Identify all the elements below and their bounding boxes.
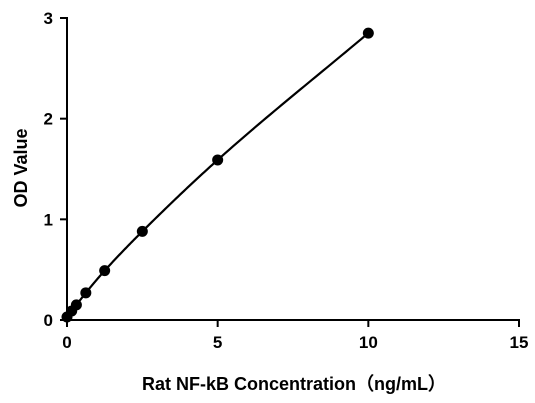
y-axis-title: OD Value xyxy=(11,128,31,207)
y-tick-label: 3 xyxy=(44,9,53,28)
data-point xyxy=(80,287,92,299)
x-tick-label: 10 xyxy=(359,333,378,352)
fit-curve-layer xyxy=(66,32,370,318)
y-tick-label: 0 xyxy=(44,311,53,330)
data-point xyxy=(70,299,82,311)
axes: 0 5 10 15 0 1 2 3 xyxy=(44,9,529,352)
x-axis-title: Rat NF-kB Concentration（ng/mL） xyxy=(142,374,446,394)
x-tick-label: 0 xyxy=(62,333,71,352)
data-point xyxy=(136,225,148,237)
data-point xyxy=(362,27,374,39)
data-point xyxy=(99,265,111,277)
data-points-layer xyxy=(61,27,374,323)
fit-curve-line xyxy=(66,32,370,318)
y-tick-label: 2 xyxy=(44,110,53,129)
x-tick-label: 15 xyxy=(510,333,529,352)
y-tick-label: 1 xyxy=(44,210,53,229)
data-point xyxy=(212,154,224,166)
x-tick-label: 5 xyxy=(213,333,222,352)
